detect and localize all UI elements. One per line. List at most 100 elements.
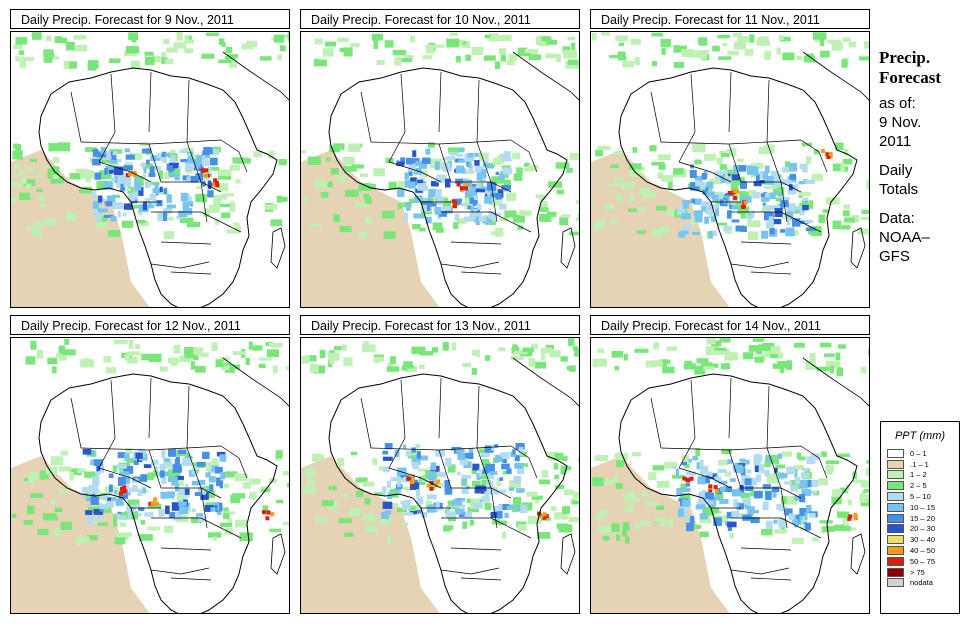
precip-cell — [831, 42, 841, 51]
precip-cell — [454, 213, 460, 221]
precip-cell — [645, 501, 658, 507]
heavy-precip-cell — [452, 204, 457, 209]
precip-cell — [491, 231, 504, 235]
precip-cell — [673, 45, 680, 53]
precip-cell — [123, 178, 132, 187]
precip-cell — [280, 196, 288, 202]
precip-cell — [405, 366, 417, 373]
heavy-precip-cell — [410, 480, 415, 484]
precip-map — [300, 31, 580, 308]
precip-cell — [206, 32, 219, 36]
precip-cell — [221, 212, 231, 219]
precip-cell — [480, 453, 490, 458]
precip-cell — [615, 483, 623, 490]
precip-cell — [739, 191, 747, 200]
precip-cell — [104, 168, 108, 175]
precip-cell — [120, 182, 125, 192]
legend-swatch — [887, 556, 904, 566]
precip-cell — [210, 149, 219, 156]
country-border — [186, 79, 190, 143]
precip-cell — [820, 50, 830, 58]
precip-cell — [727, 459, 733, 464]
heavy-precip-cell — [689, 476, 694, 481]
precip-cell — [478, 474, 491, 479]
precip-cell — [516, 167, 523, 174]
precip-cell — [215, 466, 223, 474]
precip-cell — [758, 147, 772, 155]
precip-cell — [344, 532, 354, 537]
precip-cell — [595, 220, 606, 229]
precip-cell — [531, 343, 539, 349]
precip-cell — [672, 475, 685, 479]
precip-cell — [461, 202, 467, 207]
precip-cell — [229, 165, 240, 171]
precip-cell — [403, 444, 407, 449]
precip-cell — [613, 151, 625, 155]
precip-cell — [705, 507, 720, 514]
precip-cell — [112, 465, 117, 473]
precip-cell — [345, 189, 359, 197]
map-canvas — [301, 32, 579, 307]
precip-cell — [832, 220, 842, 230]
precip-cell — [382, 456, 393, 461]
precip-cell — [814, 149, 820, 155]
precip-cell — [234, 225, 241, 231]
precip-map — [300, 337, 580, 614]
heavy-precip-cell — [429, 486, 434, 491]
precip-cell — [397, 202, 403, 209]
precip-cell — [225, 471, 238, 478]
country-border — [678, 73, 696, 163]
precip-cell — [659, 226, 671, 234]
precip-cell — [161, 450, 166, 459]
precip-cell — [227, 54, 239, 58]
precip-cell — [114, 175, 118, 184]
precip-cell — [85, 510, 93, 515]
precip-cell — [268, 342, 283, 348]
precip-cell — [320, 192, 329, 198]
country-border — [660, 445, 802, 451]
precip-cell — [92, 149, 99, 157]
precip-cell — [601, 32, 610, 36]
precip-cell — [842, 37, 851, 42]
precip-cell — [374, 492, 385, 496]
precip-cell — [716, 198, 724, 205]
precip-cell — [339, 47, 345, 53]
precip-cell — [546, 39, 557, 45]
precip-cell — [752, 166, 759, 176]
precip-cell — [451, 342, 457, 351]
precip-cell — [822, 209, 829, 213]
precip-cell — [381, 210, 395, 219]
precip-cell — [151, 200, 157, 206]
legend-label: 50 – 75 — [910, 556, 936, 566]
precip-cell — [781, 213, 788, 219]
precip-cell — [31, 32, 42, 40]
precip-cell — [462, 521, 467, 529]
precip-cell — [362, 343, 367, 352]
precip-cell — [44, 164, 54, 169]
precip-cell — [751, 506, 755, 511]
precip-cell — [809, 512, 816, 518]
country-border — [731, 517, 822, 539]
precip-cell — [745, 459, 750, 465]
precip-cell — [761, 197, 770, 202]
precip-cell — [119, 515, 126, 521]
precip-cell — [418, 364, 425, 369]
precip-cell — [232, 493, 246, 499]
precip-cell — [796, 55, 803, 60]
precip-cell — [790, 485, 799, 492]
precip-cell — [123, 187, 131, 192]
precip-cell — [208, 476, 216, 483]
precip-cell — [610, 164, 619, 168]
precip-cell — [744, 213, 749, 219]
precip-cell — [769, 192, 776, 200]
precip-cell — [794, 476, 800, 485]
precip-cell — [751, 162, 764, 169]
legend-item: 0 – 1 — [881, 448, 959, 459]
precip-cell — [717, 222, 728, 226]
precip-cell — [434, 161, 440, 171]
country-border — [148, 377, 152, 439]
precip-cell — [829, 365, 834, 374]
asof-date-line2: 2011 — [879, 133, 912, 150]
precip-cell — [513, 214, 525, 223]
precip-cell — [477, 203, 482, 211]
